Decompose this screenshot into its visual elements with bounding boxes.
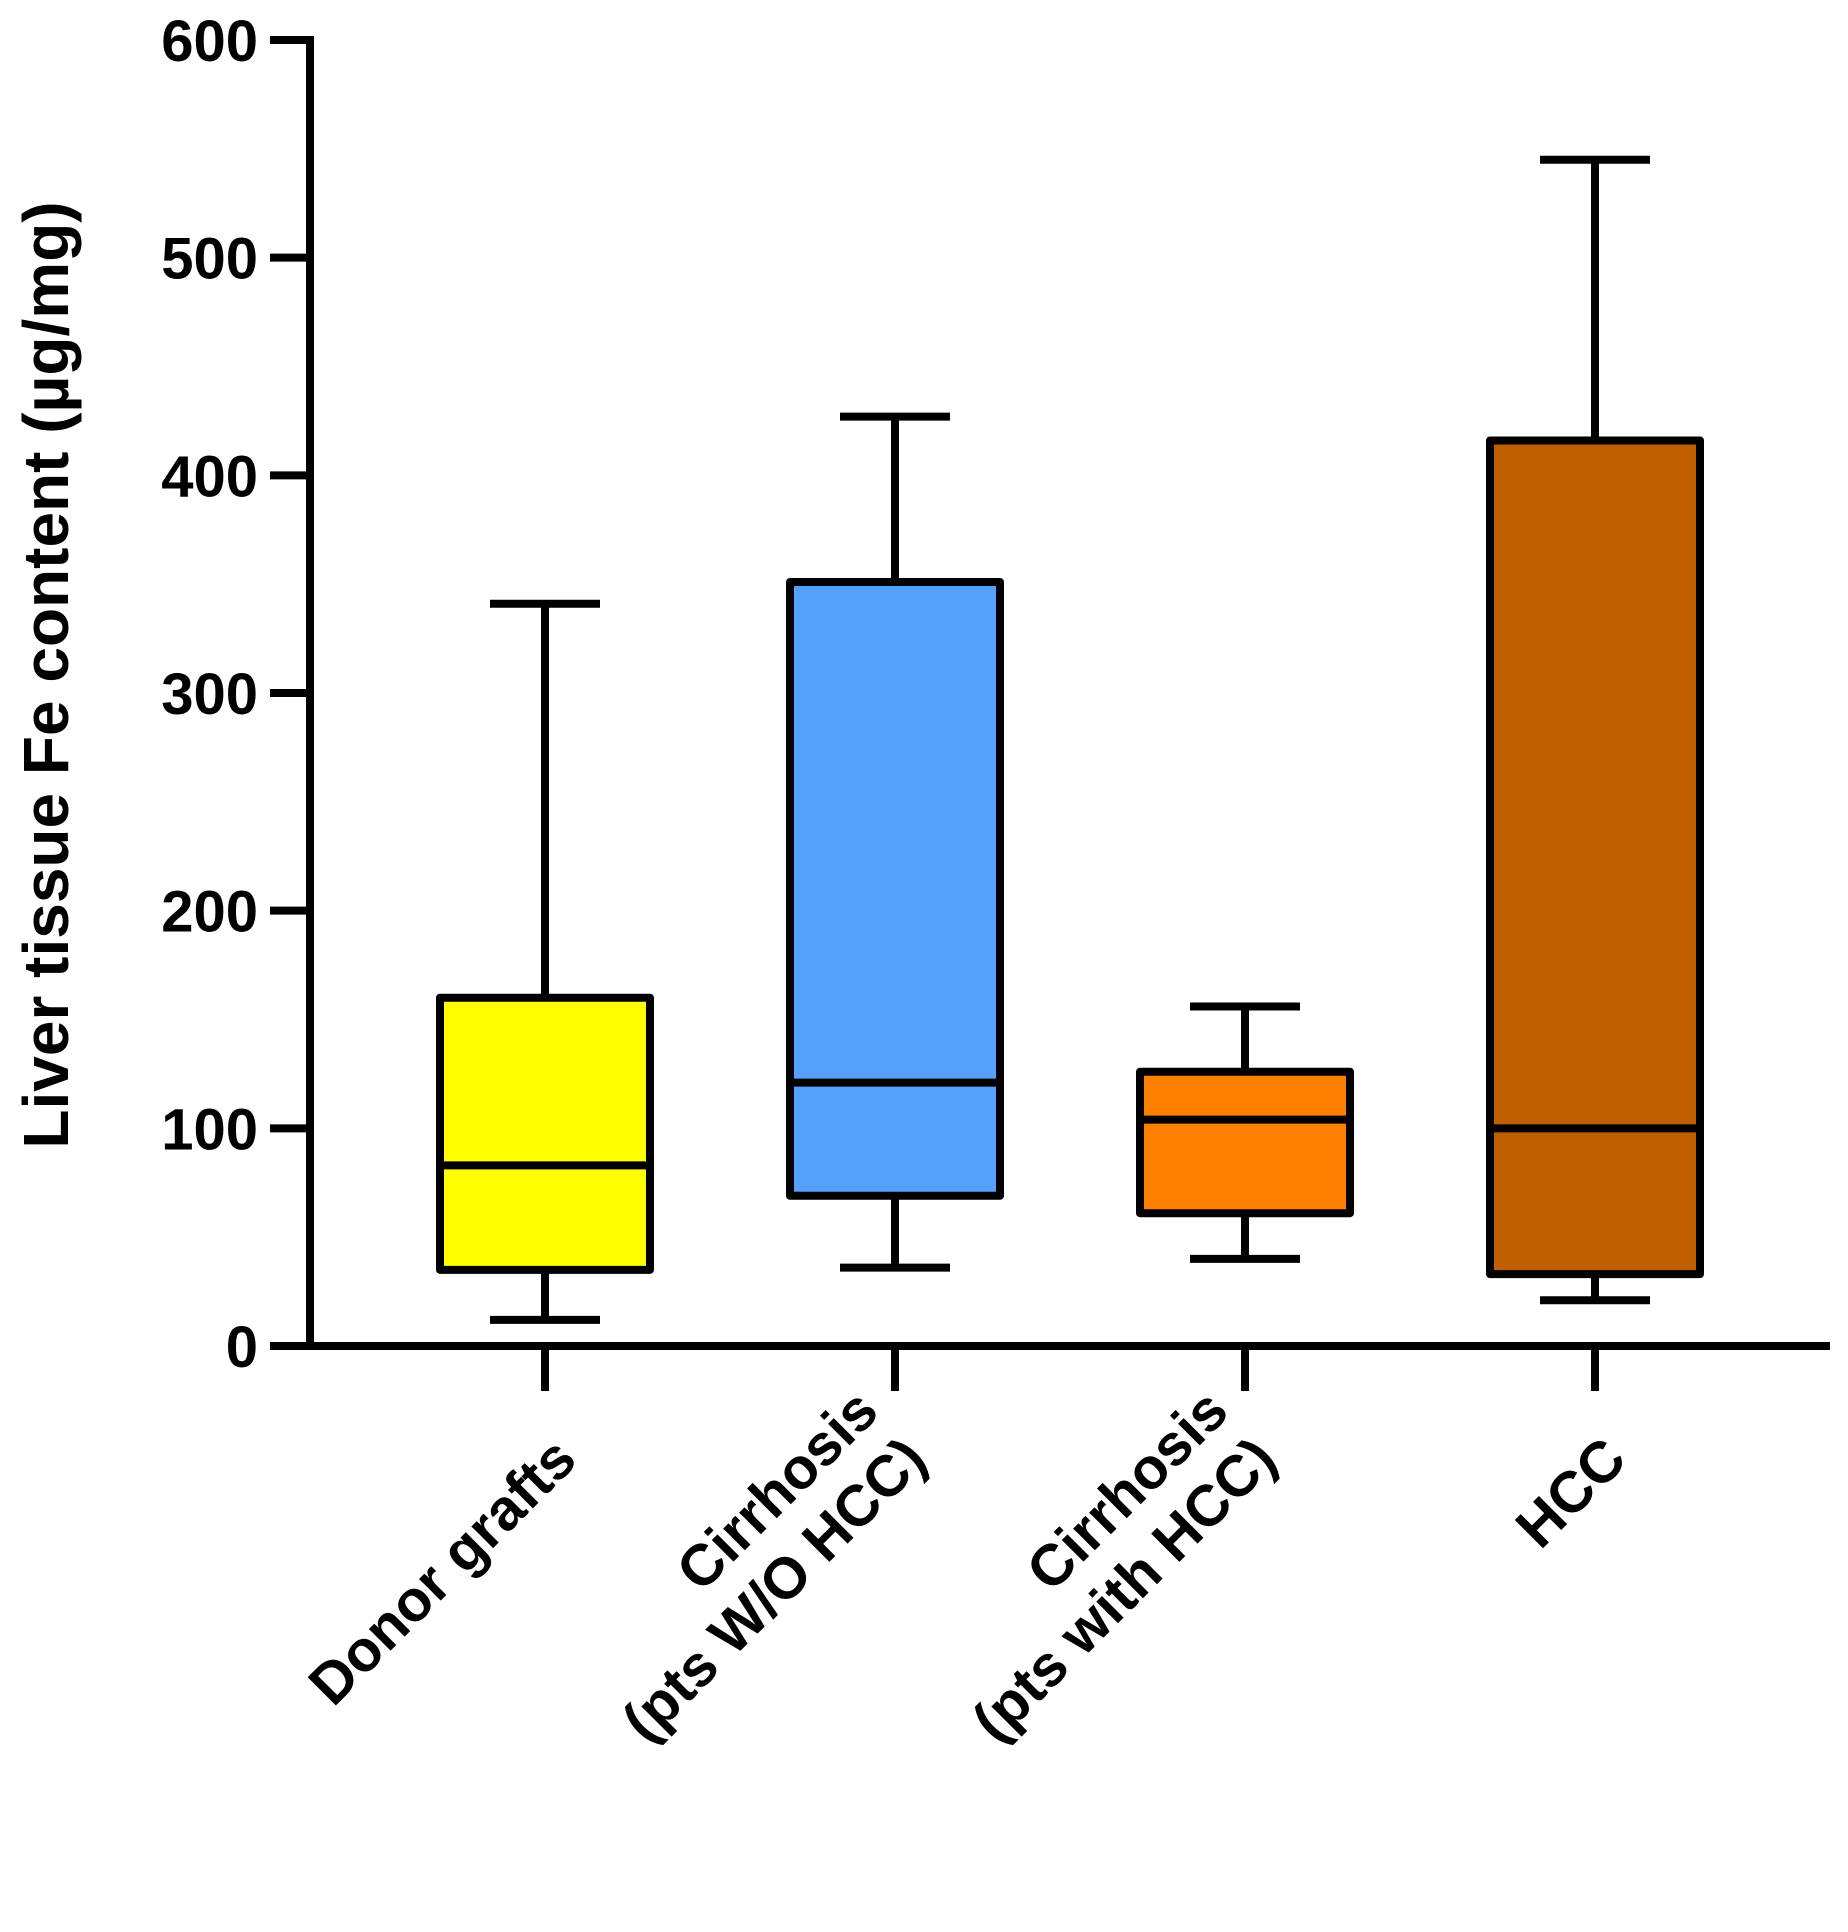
box-body [1136, 1067, 1354, 1218]
box-4 [1486, 155, 1704, 1305]
y-axis-title: Liver tissue Fe content (µg/mg) [10, 201, 82, 1148]
y-tick-label-600: 600 [161, 9, 258, 74]
box-body [436, 993, 654, 1274]
box-3 [1136, 1002, 1354, 1263]
box-body [786, 577, 1004, 1200]
y-tick-label-500: 500 [161, 227, 258, 292]
box-2 [786, 412, 1004, 1272]
y-tick-label-400: 400 [161, 444, 258, 509]
x-category-label-4-line-1: HCC [1504, 1425, 1639, 1560]
y-axis: 0 100 200 300 400 500 600 [161, 9, 314, 1380]
box-1 [436, 599, 654, 1324]
boxes-group [436, 155, 1704, 1324]
y-tick-label-300: 300 [161, 662, 258, 727]
x-axis: Donor grafts Cirrhosis(pts W/O HCC) Cirrho… [296, 1342, 1830, 1754]
x-category-label-4: HCC [1504, 1425, 1639, 1560]
y-tick-label-0: 0 [226, 1315, 258, 1380]
y-tick-label-100: 100 [161, 1097, 258, 1162]
x-category-label-1: Donor grafts [296, 1425, 588, 1717]
y-tick-label-200: 200 [161, 880, 258, 945]
x-category-label-2: Cirrhosis(pts W/O HCC) [562, 1377, 939, 1754]
x-category-label-3: Cirrhosis(pts with HCC) [912, 1377, 1289, 1754]
x-category-label-1-line-1: Donor grafts [296, 1425, 588, 1717]
box-body [1486, 436, 1704, 1279]
